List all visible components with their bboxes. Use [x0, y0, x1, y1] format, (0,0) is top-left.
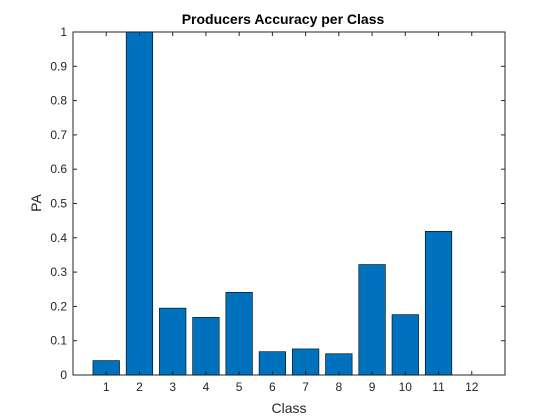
- y-tick-label: 0.2: [50, 299, 67, 313]
- x-tick-label: 10: [399, 380, 413, 394]
- bar-class-4: [192, 317, 220, 376]
- y-tick-label: 0.3: [50, 265, 67, 279]
- x-tick-label: 7: [302, 380, 309, 394]
- bar-class-7: [292, 348, 320, 376]
- y-axis-ticks: 0 0.1 0.2 0.3 0.4 0.5 0.6 0.7 0.8 0.9 1: [50, 25, 505, 382]
- chart-title: Producers Accuracy per Class: [182, 11, 385, 27]
- bar-class-10: [391, 314, 419, 376]
- bar-class-5: [225, 292, 253, 376]
- x-tick-label: 4: [203, 380, 210, 394]
- y-axis-title: PA: [28, 194, 44, 212]
- x-tick-label: 8: [336, 380, 343, 394]
- x-tick-label: 12: [465, 380, 479, 394]
- x-tick-label: 3: [169, 380, 176, 394]
- y-tick-label: 0: [60, 368, 67, 382]
- x-tick-label: 1: [103, 380, 110, 394]
- y-tick-label: 0.5: [50, 197, 67, 211]
- bars-group: [92, 31, 453, 376]
- y-tick-label: 0.1: [50, 334, 67, 348]
- bar-class-3: [159, 307, 187, 376]
- y-tick-label: 1: [60, 25, 67, 39]
- x-axis-ticks: 1 2 3 4 5 6 7 8 9 10 11 12: [103, 32, 479, 394]
- x-tick-label: 11: [432, 380, 445, 394]
- bar-class-9: [358, 264, 386, 376]
- x-tick-label: 2: [136, 380, 143, 394]
- bar-class-11: [424, 230, 453, 376]
- x-tick-label: 9: [369, 380, 376, 394]
- x-tick-label: 6: [269, 380, 276, 394]
- y-tick-label: 0.4: [50, 231, 67, 245]
- bar-class-2: [125, 31, 154, 376]
- y-tick-label: 0.7: [50, 128, 67, 142]
- x-axis-title: Class: [271, 400, 306, 416]
- y-tick-label: 0.6: [50, 162, 67, 176]
- y-tick-label: 0.9: [50, 59, 67, 73]
- x-tick-label: 5: [236, 380, 243, 394]
- y-tick-label: 0.8: [50, 94, 67, 108]
